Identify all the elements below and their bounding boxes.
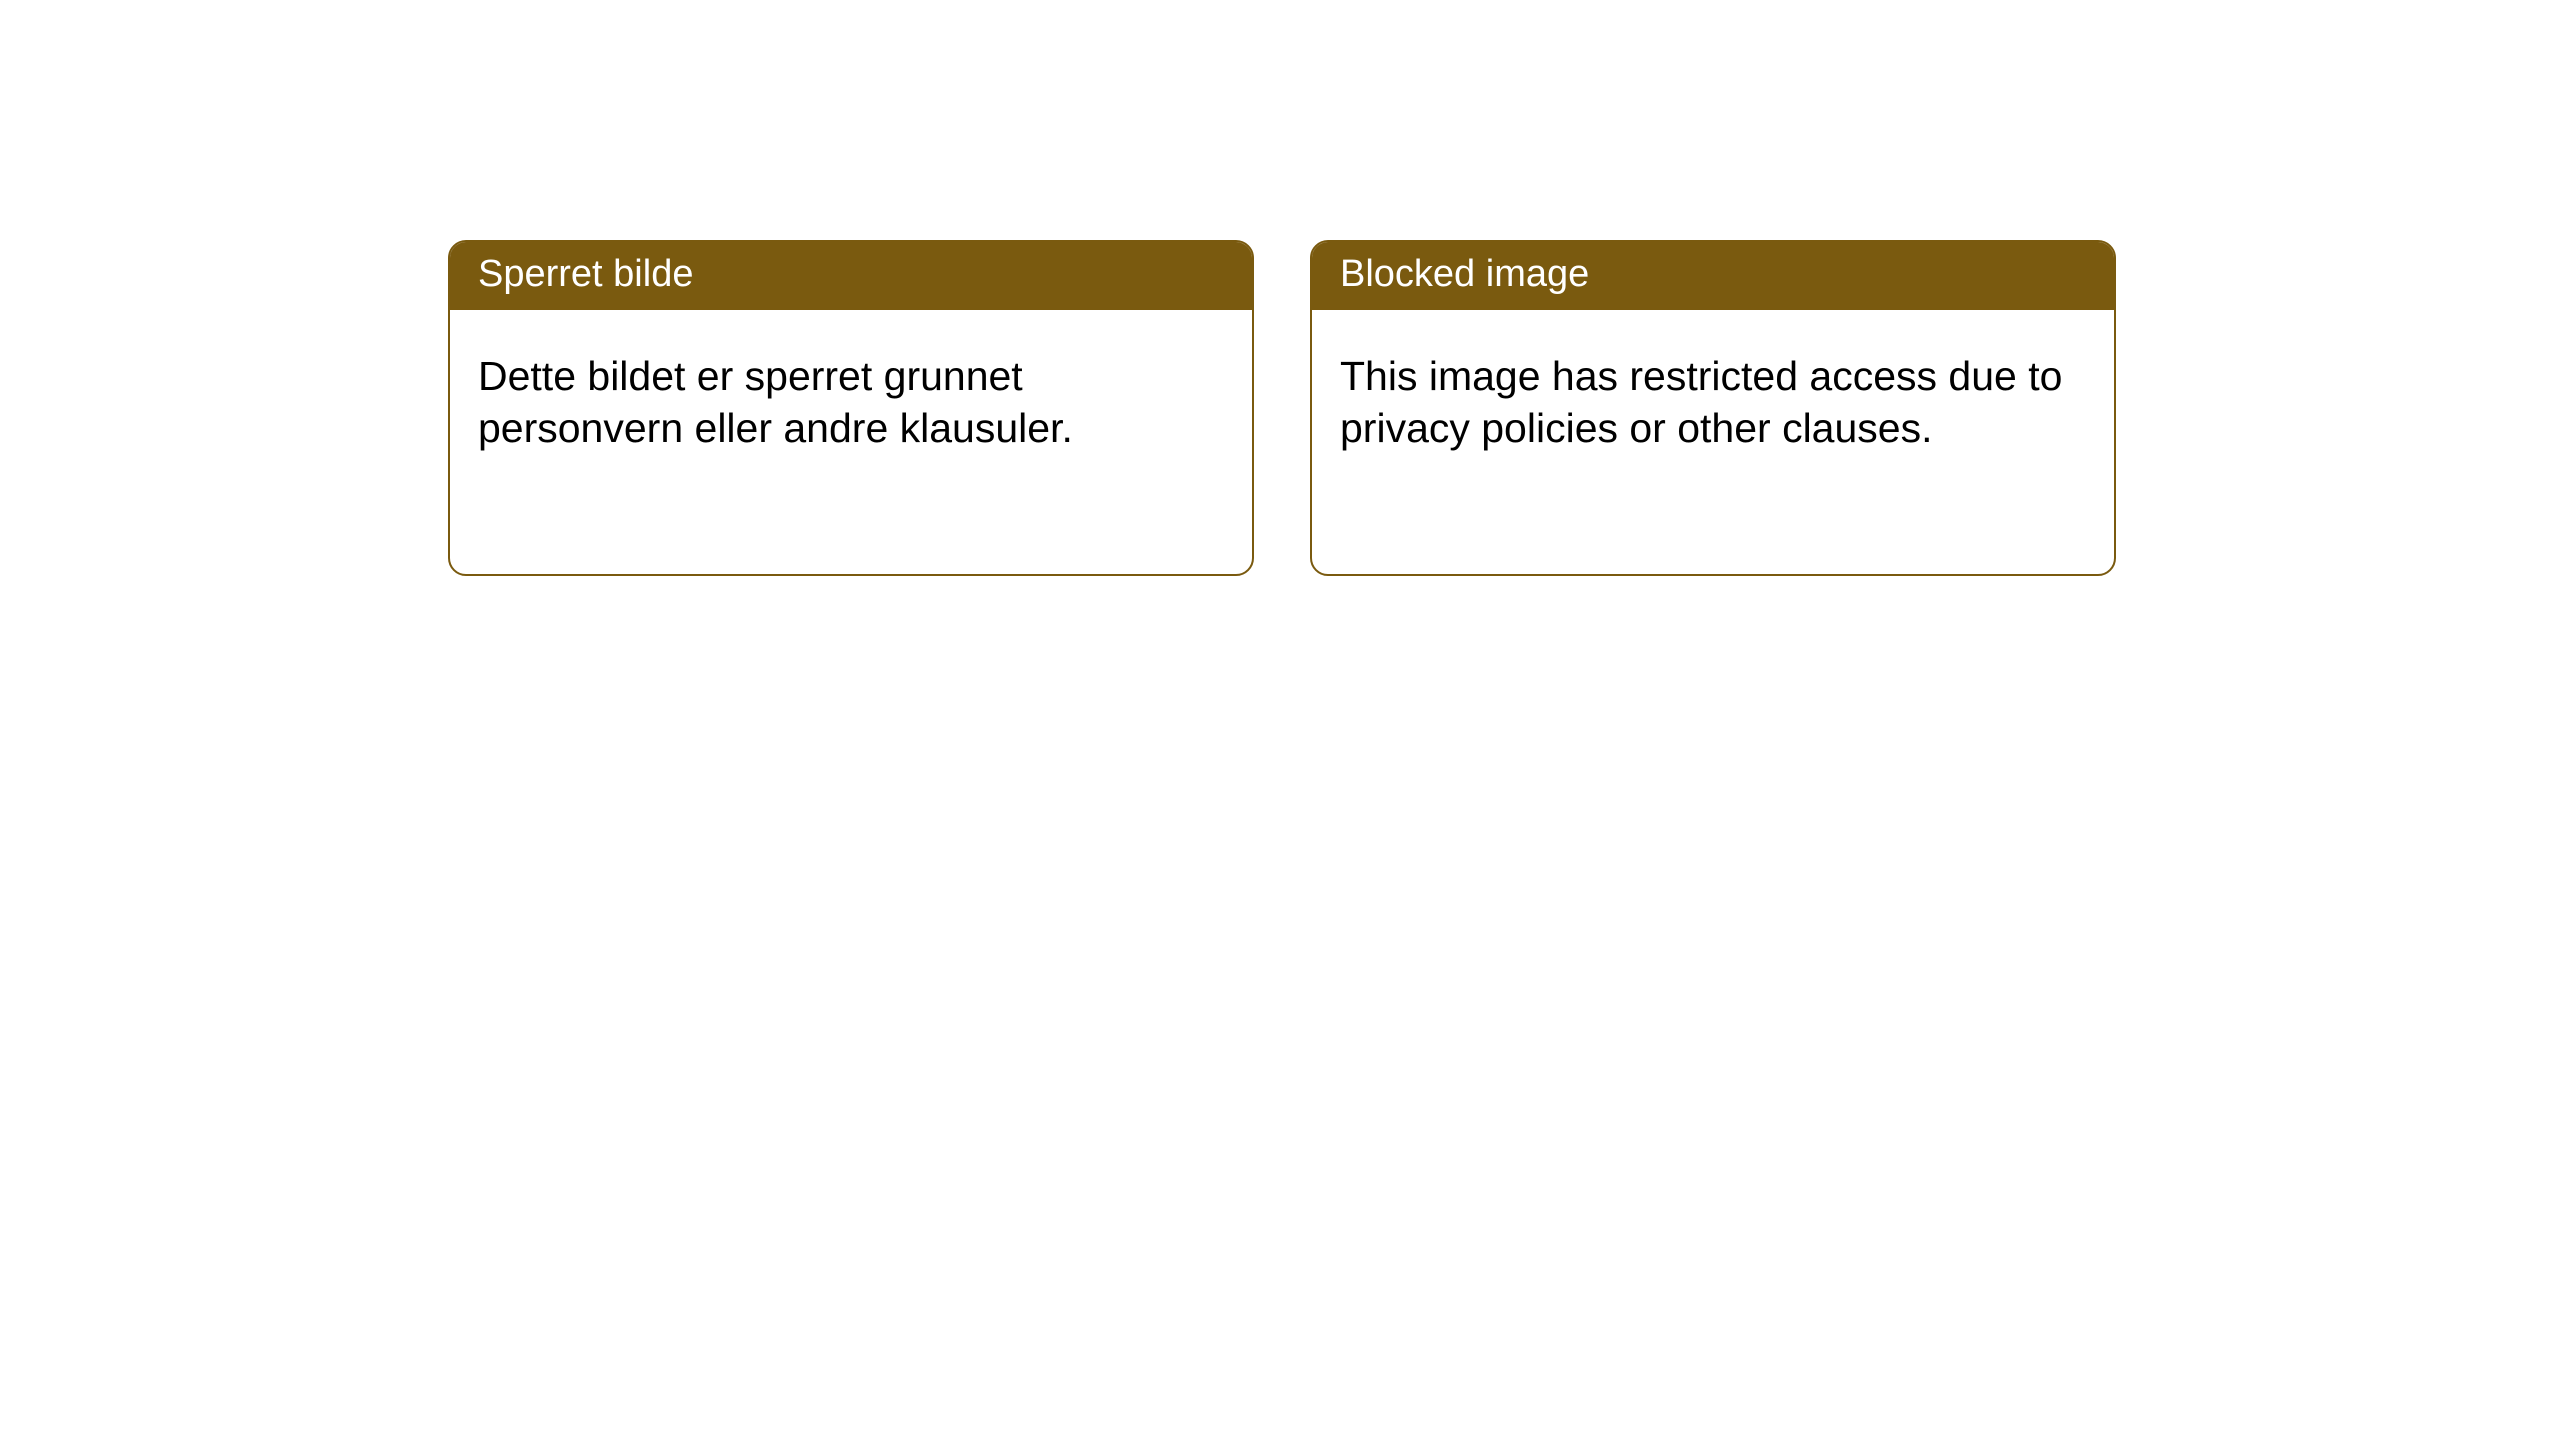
notice-header-english: Blocked image [1312,242,2114,310]
notice-header-norwegian: Sperret bilde [450,242,1252,310]
notice-container: Sperret bilde Dette bildet er sperret gr… [0,0,2560,576]
notice-card-norwegian: Sperret bilde Dette bildet er sperret gr… [448,240,1254,576]
notice-card-english: Blocked image This image has restricted … [1310,240,2116,576]
notice-body-english: This image has restricted access due to … [1312,310,2114,483]
notice-body-norwegian: Dette bildet er sperret grunnet personve… [450,310,1252,483]
